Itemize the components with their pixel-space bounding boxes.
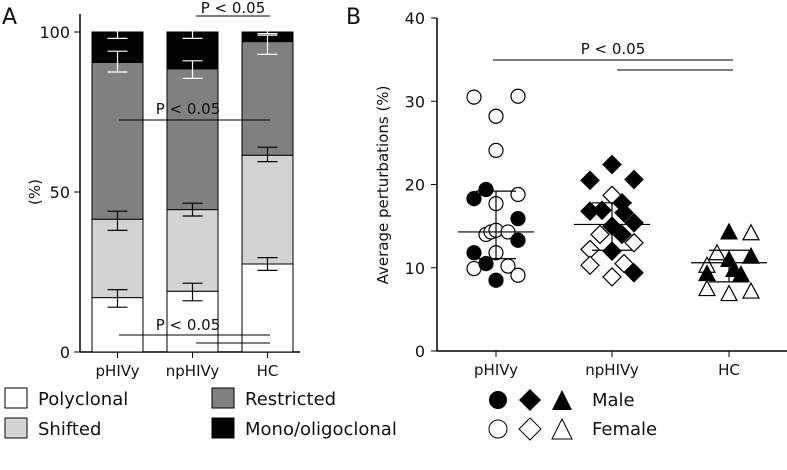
legend-male-diamond-icon <box>519 389 541 411</box>
male-circle-point <box>478 255 494 272</box>
significance-label: P < 0.05 <box>156 100 221 118</box>
female-circle-point <box>488 108 504 124</box>
legend-swatch-restricted <box>211 387 235 409</box>
male-diamond-point <box>624 169 644 190</box>
significance-label: P < 0.05 <box>201 0 266 17</box>
bar-segment-polyclonal <box>241 263 294 353</box>
female-circle-point <box>466 89 482 105</box>
female-triangle-point <box>742 223 760 241</box>
male-circle-point <box>478 181 494 198</box>
x-tick-label: HC <box>257 362 279 380</box>
legend-mono: Mono/oligoclonal <box>245 419 397 440</box>
male-triangle-point <box>720 222 738 240</box>
male-circle-point <box>466 245 482 261</box>
male-diamond-point <box>624 262 644 283</box>
legend-female-triangle-icon <box>551 417 573 440</box>
y-tick-label: 0 <box>415 342 425 361</box>
panel-b-ylabel: Average perturbations (%) <box>374 86 392 285</box>
female-circle-point <box>510 88 526 104</box>
panel-b-chart: Average perturbations (%) 0 10 20 30 40 pHIVy… <box>374 9 787 379</box>
legend-male: Male <box>592 390 635 411</box>
y-tick-label: 30 <box>405 92 425 111</box>
bar-segment-restricted <box>166 68 219 211</box>
male-diamond-point <box>580 170 600 191</box>
female-diamond-point <box>602 267 622 287</box>
legend-female-circle-icon <box>488 419 508 439</box>
female-triangle-point <box>742 281 760 299</box>
male-circle-point <box>466 191 482 207</box>
bar-segment-restricted <box>241 41 294 156</box>
male-diamond-point <box>612 224 632 245</box>
panel-a-chart: (%) 0 50 100 pHIVy npHIVy HC P < 0.05 P < 0.05 P… <box>26 0 300 380</box>
y-tick-label: 50 <box>50 183 70 202</box>
male-diamond-point <box>592 200 612 221</box>
bar-segment-shifted <box>166 209 219 292</box>
significance-label: P < 0.05 <box>156 316 221 334</box>
legend: Polyclonal Shifted Restricted Mono/oligo… <box>4 387 657 441</box>
legend-restricted: Restricted <box>245 389 336 410</box>
legend-polyclonal: Polyclonal <box>38 389 128 410</box>
significance-label: P < 0.05 <box>581 40 646 58</box>
panel-a-label: A <box>2 5 17 30</box>
male-diamond-point <box>614 202 634 223</box>
bar-segment-restricted <box>91 61 144 220</box>
female-triangle-point <box>720 284 738 302</box>
female-triangle-point <box>698 279 716 297</box>
male-circle-point <box>488 272 504 288</box>
female-diamond-point <box>624 232 644 253</box>
female-diamond-point <box>614 253 634 274</box>
y-tick-label: 0 <box>60 343 70 362</box>
x-tick-label: HC <box>718 361 740 379</box>
male-diamond-point <box>602 241 622 261</box>
y-tick-label: 40 <box>405 9 425 28</box>
x-tick-label: pHIVy <box>96 362 140 380</box>
female-triangle-point <box>708 243 726 261</box>
x-tick-label: npHIVy <box>585 361 639 379</box>
y-tick-label: 10 <box>405 259 425 278</box>
legend-male-circle-icon <box>489 391 507 409</box>
legend-shifted: Shifted <box>38 419 101 440</box>
male-triangle-point <box>698 264 716 282</box>
female-circle-point <box>488 142 504 158</box>
legend-swatch-polyclonal <box>4 387 28 409</box>
bar-segment-shifted <box>241 154 294 265</box>
x-tick-label: npHIVy <box>166 362 220 380</box>
legend-swatch-mono <box>211 417 235 439</box>
male-circle-point <box>510 211 526 227</box>
x-tick-label: pHIVy <box>474 361 518 379</box>
female-circle-point <box>510 186 526 203</box>
y-tick-label: 20 <box>405 176 425 195</box>
panel-b-label: B <box>346 5 361 30</box>
legend-male-triangle-icon <box>552 390 572 410</box>
legend-swatch-shifted <box>4 417 28 439</box>
male-circle-point <box>510 232 526 248</box>
panel-a-ylabel: (%) <box>26 179 44 205</box>
legend-female: Female <box>592 419 657 440</box>
legend-female-diamond-icon <box>518 417 542 441</box>
male-diamond-point <box>602 154 622 175</box>
female-circle-point <box>510 267 526 283</box>
female-diamond-point <box>580 255 600 276</box>
female-diamond-point <box>590 224 610 245</box>
male-diamond-point <box>624 212 644 233</box>
y-tick-label: 100 <box>39 23 70 42</box>
